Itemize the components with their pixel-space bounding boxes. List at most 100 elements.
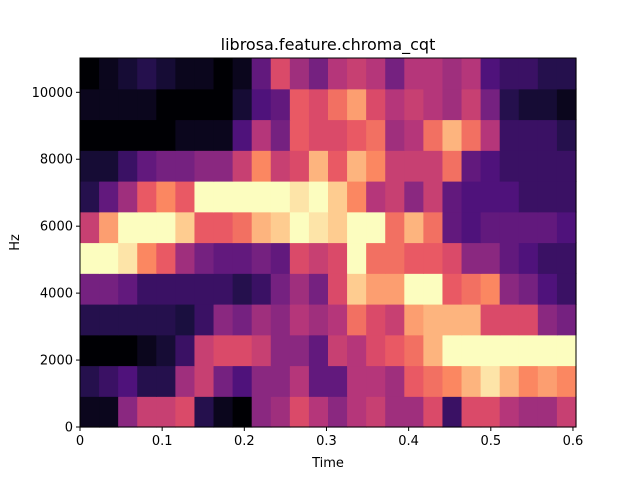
heatmap-cell: [80, 304, 100, 336]
heatmap-cell: [423, 88, 444, 121]
heatmap-cell: [118, 119, 138, 151]
heatmap-cell: [518, 273, 539, 305]
heatmap-cell: [385, 273, 405, 305]
heatmap-cell: [232, 334, 253, 367]
heatmap-cell: [80, 119, 100, 151]
heatmap-cell: [347, 273, 367, 305]
heatmap-cell: [99, 88, 119, 121]
heatmap-cell: [175, 211, 196, 244]
heatmap-cell: [175, 119, 196, 151]
heatmap-cell: [423, 181, 444, 213]
heatmap-cell: [137, 334, 157, 367]
heatmap-cell: [442, 150, 463, 182]
heatmap-cell: [461, 88, 482, 121]
heatmap-cell: [232, 119, 253, 151]
heatmap-cell: [156, 88, 176, 121]
heatmap-cell: [99, 304, 119, 336]
heatmap-cell: [289, 88, 310, 121]
heatmap-cell: [518, 396, 539, 428]
heatmap-cell: [137, 242, 157, 274]
heatmap-cell: [80, 242, 100, 274]
heatmap-cell: [99, 242, 119, 274]
heatmap-cell: [461, 58, 482, 90]
heatmap-cell: [423, 334, 444, 367]
heatmap-cell: [175, 304, 196, 336]
heatmap-cell: [404, 242, 424, 274]
heatmap-cell: [461, 242, 482, 274]
heatmap-cell: [404, 396, 424, 428]
heatmap-cell: [308, 304, 329, 336]
heatmap-cell: [518, 211, 539, 244]
heatmap-cell: [232, 150, 253, 182]
heatmap-cell: [251, 119, 272, 151]
heatmap-cell: [537, 334, 558, 367]
heatmap-cell: [328, 365, 348, 397]
heatmap-cell: [366, 88, 386, 121]
heatmap-cell: [366, 211, 386, 244]
heatmap-cell: [308, 58, 329, 90]
heatmap-cell: [232, 58, 253, 90]
heatmap-cell: [328, 88, 348, 121]
heatmap-cell: [385, 242, 405, 274]
heatmap-cell: [289, 304, 310, 336]
heatmap-cell: [175, 334, 196, 367]
heatmap-cell: [194, 119, 215, 151]
heatmap-cell: [461, 334, 482, 367]
heatmap-cell: [556, 88, 577, 121]
heatmap-cell: [270, 150, 291, 182]
heatmap-cell: [251, 365, 272, 397]
heatmap-cell: [518, 242, 539, 274]
heatmap-cell: [480, 150, 501, 182]
heatmap-cell: [328, 334, 348, 367]
heatmap-cell: [175, 365, 196, 397]
x-axis-label: Time: [311, 456, 344, 471]
heatmap-cell: [251, 150, 272, 182]
heatmap-cell: [118, 211, 138, 244]
heatmap-cell: [137, 88, 157, 121]
heatmap-cell: [251, 181, 272, 213]
heatmap-cell: [442, 396, 463, 428]
heatmap-cell: [366, 334, 386, 367]
heatmap-cell: [232, 242, 253, 274]
heatmap-cell: [442, 242, 463, 274]
heatmap-cell: [194, 150, 215, 182]
heatmap-cell: [118, 273, 138, 305]
heatmap-cell: [366, 396, 386, 428]
heatmap-cell: [518, 304, 539, 336]
heatmap-cell: [537, 304, 558, 336]
heatmap-cell: [251, 396, 272, 428]
heatmap-cell: [556, 181, 577, 213]
heatmap-cell: [328, 396, 348, 428]
heatmap-cell: [518, 119, 539, 151]
heatmap-cell: [232, 273, 253, 305]
heatmap-cell: [499, 365, 520, 397]
heatmap-cell: [461, 150, 482, 182]
heatmap-cell: [556, 150, 577, 182]
heatmap-cell: [118, 150, 138, 182]
heatmap-cell: [232, 304, 253, 336]
heatmap-cell: [461, 365, 482, 397]
heatmap-cell: [251, 211, 272, 244]
heatmap-cell: [328, 304, 348, 336]
heatmap-cell: [156, 273, 176, 305]
heatmap-cell: [289, 242, 310, 274]
heatmap-cell: [404, 58, 424, 90]
heatmap-cell: [537, 88, 558, 121]
heatmap-cell: [251, 58, 272, 90]
heatmap-cell: [213, 211, 234, 244]
heatmap-cell: [289, 396, 310, 428]
heatmap-cell: [213, 273, 234, 305]
heatmap-cell: [194, 304, 215, 336]
heatmap-cell: [480, 119, 501, 151]
heatmap-cell: [156, 58, 176, 90]
heatmap-cell: [308, 273, 329, 305]
heatmap-cell: [213, 58, 234, 90]
heatmap-cell: [537, 150, 558, 182]
x-tick-label: 0.2: [234, 434, 255, 449]
heatmap-cell: [366, 181, 386, 213]
heatmap-cell: [499, 304, 520, 336]
heatmap-cell: [442, 304, 463, 336]
heatmap-cell: [213, 88, 234, 121]
axes-frame: [79, 57, 577, 428]
